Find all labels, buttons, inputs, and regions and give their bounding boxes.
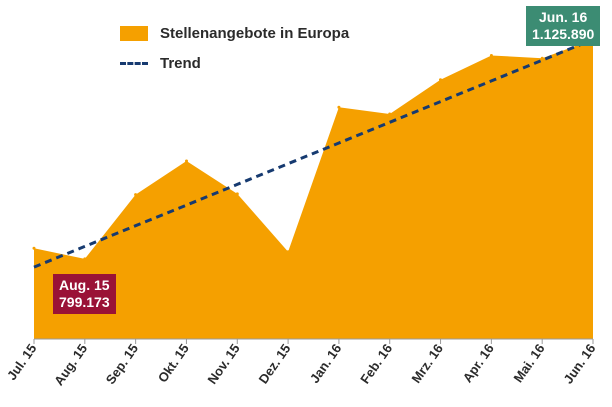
data-point (235, 192, 239, 196)
trend-line (33, 38, 594, 269)
annotation-end: Jun. 16 1.125.890 (526, 6, 601, 46)
legend-item-area: Stellenangebote in Europa (120, 18, 349, 48)
area-series-fill (34, 39, 593, 339)
data-point (286, 250, 290, 254)
annotation-end-value: 1.125.890 (532, 26, 595, 42)
x-tick-label: Jun. 16 (560, 341, 598, 386)
x-tick-label: Feb. 16 (357, 341, 395, 386)
x-tick-label: Jul. 15 (4, 341, 39, 383)
x-tick-label: Jan. 16 (307, 341, 345, 386)
x-tick-label: Aug. 15 (51, 341, 90, 388)
legend-label-trend: Trend (160, 54, 201, 72)
x-tick-label: Nov. 15 (204, 341, 242, 387)
x-tick-label: Sep. 15 (103, 341, 141, 387)
data-point (337, 105, 341, 109)
trend-layer (33, 38, 594, 269)
legend-item-trend: Trend (120, 48, 349, 78)
data-point (439, 78, 442, 82)
x-axis: Jul. 15 Aug. 15 Sep. 15 Okt. 15 Nov. 15 Dez. … (4, 338, 598, 388)
data-point (32, 246, 36, 250)
data-point (388, 112, 392, 116)
data-point (489, 54, 493, 57)
legend: Stellenangebote in Europa Trend (120, 18, 349, 78)
annotation-start-value: 799.173 (59, 294, 110, 310)
data-point (540, 56, 544, 60)
data-point (134, 193, 138, 197)
legend-swatch-trend (120, 61, 148, 65)
annotation-start-month: Aug. 15 (59, 277, 110, 293)
annotation-start: Aug. 15 799.173 (53, 274, 116, 314)
x-tick-label: Mai. 16 (510, 341, 547, 385)
area-layer (32, 38, 595, 339)
data-point (185, 159, 188, 163)
annotation-end-month: Jun. 16 (539, 9, 588, 25)
x-tick-label: Dez. 15 (256, 341, 294, 386)
x-tick-label: Mrz. 16 (408, 341, 446, 386)
legend-swatch-area (120, 25, 148, 41)
x-tick-label: Okt. 15 (155, 341, 192, 385)
data-point (83, 257, 87, 261)
x-tick-label: Apr. 16 (460, 341, 497, 385)
legend-label-area: Stellenangebote in Europa (160, 24, 350, 42)
